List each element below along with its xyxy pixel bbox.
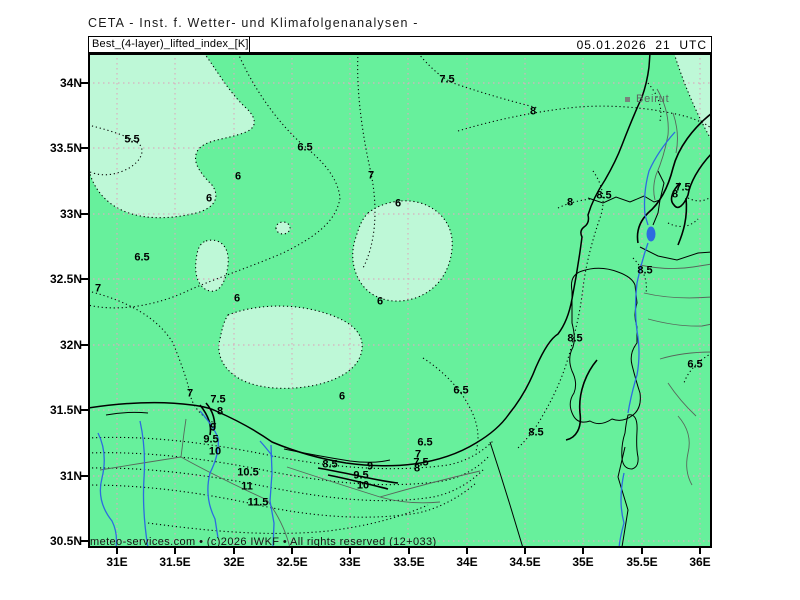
x-axis-label: 33E [339,555,361,569]
y-axis-label: 31.5N [49,403,82,417]
y-axis-tick [81,213,88,215]
x-axis-tick [116,548,118,554]
x-axis-tick [524,548,526,554]
x-axis-tick [466,548,468,554]
low-value-areas [88,53,712,389]
contour-lines-dotted [88,53,712,534]
x-axis-tick [641,548,643,554]
y-axis-label: 31N [59,469,82,483]
x-axis-label: 33.5E [393,555,425,569]
contour-lines-solid [199,112,712,490]
x-axis-label: 31.5E [159,555,191,569]
y-axis-tick [81,540,88,542]
x-axis-tick [291,548,293,554]
y-axis-label: 34N [59,76,82,90]
y-axis-label: 30.5N [49,534,82,548]
x-axis-label: 34.5E [509,555,541,569]
coastline [88,53,651,467]
x-axis-tick [582,548,584,554]
y-axis-tick [81,409,88,411]
x-axis-tick [349,548,351,554]
y-axis-label: 33N [59,207,82,221]
header-organization: CETA - Inst. f. Wetter- und Klimafolgena… [88,16,419,30]
x-axis-tick [233,548,235,554]
x-axis-label: 32.5E [276,555,308,569]
map-svg [88,53,712,548]
y-axis-label: 32N [59,338,82,352]
product-title: Best_(4-layer)_lifted_index_[K] [89,37,250,52]
sea-of-galilee [646,226,656,242]
x-axis-label: 31E [106,555,128,569]
y-axis-label: 33.5N [49,141,82,155]
x-axis-label: 34E [456,555,478,569]
y-axis-label: 32.5N [49,272,82,286]
copyright-notice: meteo-services.com • (c)2026 IWKF • All … [90,536,437,548]
country-borders [489,170,712,548]
x-axis-label: 36E [689,555,711,569]
admin-borders [99,88,712,548]
map-canvas [88,53,712,548]
x-axis-tick [408,548,410,554]
map-frame [88,53,712,548]
x-axis-label: 32E [223,555,245,569]
x-axis-tick [174,548,176,554]
x-axis-tick [699,548,701,554]
y-axis-tick [81,147,88,149]
y-axis-tick [81,82,88,84]
x-axis-label: 35.5E [626,555,658,569]
rivers [97,131,676,548]
y-axis-tick [81,344,88,346]
run-datetime: 05.01.2026 21 UTC [576,38,707,52]
x-axis-label: 35E [572,555,594,569]
y-axis-tick [81,278,88,280]
title-bar: Best_(4-layer)_lifted_index_[K] 05.01.20… [88,36,712,53]
y-axis-tick [81,475,88,477]
